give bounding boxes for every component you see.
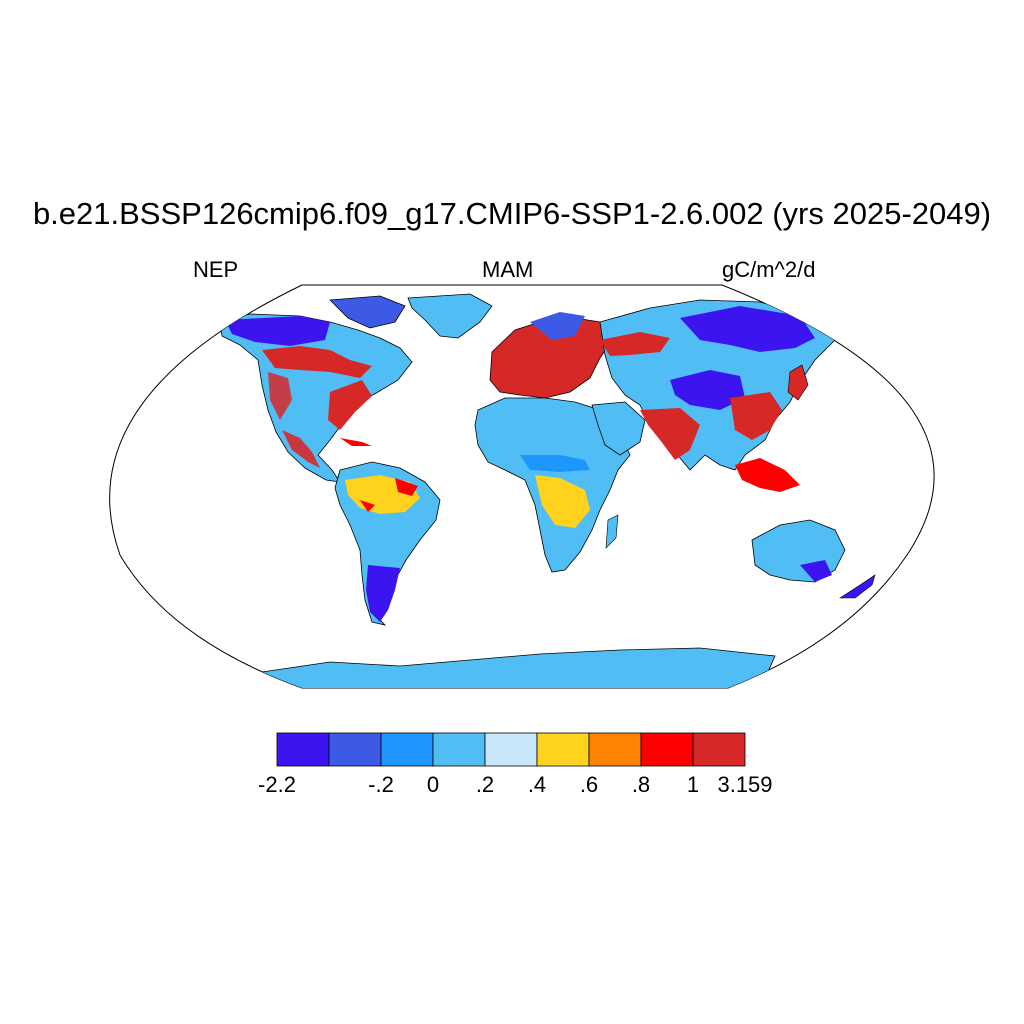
colorbar-swatch (380, 732, 434, 767)
colorbar-swatch (432, 732, 486, 767)
central-asia-lows (670, 370, 745, 410)
colorbar-tick-label: 1 (686, 772, 700, 797)
colorbar-tick-label: -.2 (368, 772, 394, 797)
north-america-north (225, 316, 330, 346)
colorbar-swatch (536, 732, 590, 767)
new-zealand (838, 574, 876, 599)
russia-band (600, 332, 670, 356)
colorbar-tick-label: -2.2 (258, 772, 296, 797)
colorbar-swatch (692, 732, 746, 767)
colorbar-tick-label: .8 (631, 772, 651, 797)
north-america-east (328, 380, 372, 430)
season-label: MAM (482, 257, 534, 282)
amazon-hotspots (360, 478, 418, 512)
map-title: b.e21.BSSP126cmip6.f09_g17.CMIP6-SSP1-2.… (32, 196, 992, 231)
greenland (407, 293, 493, 339)
patagonia (366, 565, 400, 622)
australia-southeast (800, 560, 832, 582)
colorbar-tick-label: .2 (475, 772, 495, 797)
colorbar-swatch (588, 732, 642, 767)
colorbar-swatch (640, 732, 694, 767)
colorbar-tick-label: .4 (527, 772, 547, 797)
siberia (680, 306, 815, 352)
variable-label: NEP (193, 257, 239, 282)
madagascar (605, 514, 619, 549)
japan (787, 364, 809, 401)
north-america-west (268, 372, 292, 420)
units-label: gC/m^2/d (722, 257, 816, 282)
north-america-boreal-band (262, 346, 372, 378)
east-asia (730, 392, 782, 440)
central-africa (535, 475, 590, 528)
mexico (282, 430, 320, 468)
landmasses (219, 293, 876, 688)
arabia (591, 401, 646, 456)
sahel-band (520, 455, 590, 472)
caribbean (340, 438, 372, 446)
colorbar (276, 732, 746, 767)
colorbar-tick-label: .6 (579, 772, 599, 797)
southeast-asia (735, 458, 800, 492)
arctic-islands (329, 295, 406, 329)
south-asia (640, 408, 700, 460)
colorbar-swatch (328, 732, 382, 767)
colorbar-tick-label: 0 (426, 772, 440, 797)
scandinavia (530, 312, 585, 340)
antarctica (259, 647, 776, 688)
colorbar-tick-label: 3.159 (717, 772, 773, 797)
colorbar-swatch (276, 732, 330, 767)
colorbar-swatch (484, 732, 538, 767)
